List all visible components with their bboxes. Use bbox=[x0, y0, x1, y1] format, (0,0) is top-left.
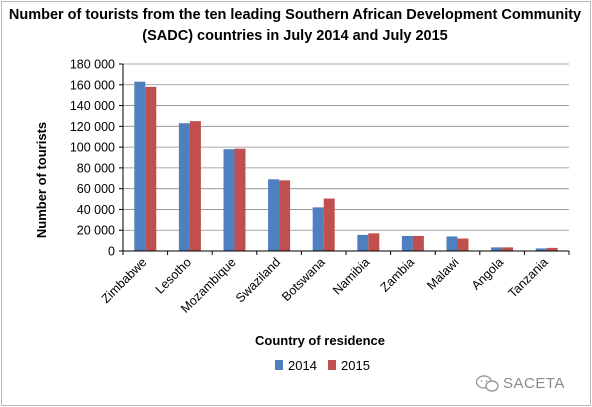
bar-2015-mozambique bbox=[234, 148, 246, 251]
x-category-label: Malawi bbox=[424, 255, 461, 292]
x-category-label: Zimbabwe bbox=[99, 255, 150, 306]
bar-2014-mozambique bbox=[223, 149, 235, 251]
x-category-label: Angola bbox=[469, 255, 506, 292]
x-category-label: Namibia bbox=[330, 255, 372, 297]
bar-2014-namibia bbox=[357, 234, 369, 251]
bar-2014-zambia bbox=[401, 235, 413, 251]
bar-2014-malawi bbox=[446, 236, 458, 251]
bar-2015-swaziland bbox=[279, 180, 291, 251]
y-tick-label: 160 000 bbox=[70, 78, 115, 92]
chart-title-line-1: Number of tourists from the ten leading … bbox=[9, 7, 581, 23]
bar-2014-lesotho bbox=[178, 123, 190, 251]
axes bbox=[119, 63, 570, 255]
watermark: SACETA bbox=[475, 375, 565, 392]
x-category-label: Lesotho bbox=[153, 255, 194, 296]
bar-2015-tanzania bbox=[546, 247, 558, 251]
bar-2015-angola bbox=[502, 247, 514, 251]
y-axis-tick-labels: 0 20 000 40 000 60 000 80 000 100 000 120 000 1… bbox=[70, 58, 115, 259]
bar-2015-zimbabwe bbox=[145, 86, 157, 251]
y-tick-label: 120 000 bbox=[70, 120, 115, 134]
bar-2014-swaziland bbox=[268, 179, 280, 251]
y-tick-label: 60 000 bbox=[77, 182, 115, 196]
legend-label-2015: 2015 bbox=[341, 358, 370, 373]
x-category-label: Swaziland bbox=[233, 255, 283, 305]
bar-2015-namibia bbox=[368, 233, 380, 251]
legend-swatch-2014 bbox=[275, 360, 283, 370]
y-tick-label: 100 000 bbox=[70, 141, 115, 155]
bar-2014-botswana bbox=[312, 207, 324, 251]
legend: 2014 2015 bbox=[275, 358, 370, 373]
wechat-icon bbox=[475, 375, 499, 392]
y-tick-label: 40 000 bbox=[77, 203, 115, 217]
bar-2015-zambia bbox=[412, 235, 424, 251]
y-tick-label: 0 bbox=[108, 245, 115, 259]
x-axis-category-labels: Zimbabwe LesothoMozambiqueSwazilandBotswa… bbox=[99, 255, 551, 316]
y-tick-label: 80 000 bbox=[77, 161, 115, 175]
chart-title-line-2: (SADC) countries in July 2014 and July 2… bbox=[142, 28, 447, 44]
y-tick-label: 140 000 bbox=[70, 99, 115, 113]
bar-2015-botswana bbox=[323, 198, 335, 251]
x-category-label: Zambia bbox=[378, 255, 417, 294]
x-category-label: Botswana bbox=[279, 255, 328, 304]
x-category-label: Tanzania bbox=[506, 255, 551, 300]
bars bbox=[134, 81, 558, 252]
x-axis-title: Country of residence bbox=[255, 333, 385, 348]
y-axis-title: Number of tourists bbox=[34, 122, 49, 238]
bar-2014-zimbabwe bbox=[134, 81, 146, 252]
legend-swatch-2015 bbox=[328, 360, 336, 370]
y-tick-label: 180 000 bbox=[70, 58, 115, 72]
bar-2015-malawi bbox=[457, 238, 469, 251]
legend-label-2014: 2014 bbox=[288, 358, 317, 373]
bar-2014-tanzania bbox=[535, 248, 547, 251]
bar-2014-angola bbox=[491, 247, 503, 251]
bar-2015-lesotho bbox=[189, 121, 201, 251]
y-tick-label: 20 000 bbox=[77, 224, 115, 238]
watermark-text: SACETA bbox=[503, 375, 565, 392]
